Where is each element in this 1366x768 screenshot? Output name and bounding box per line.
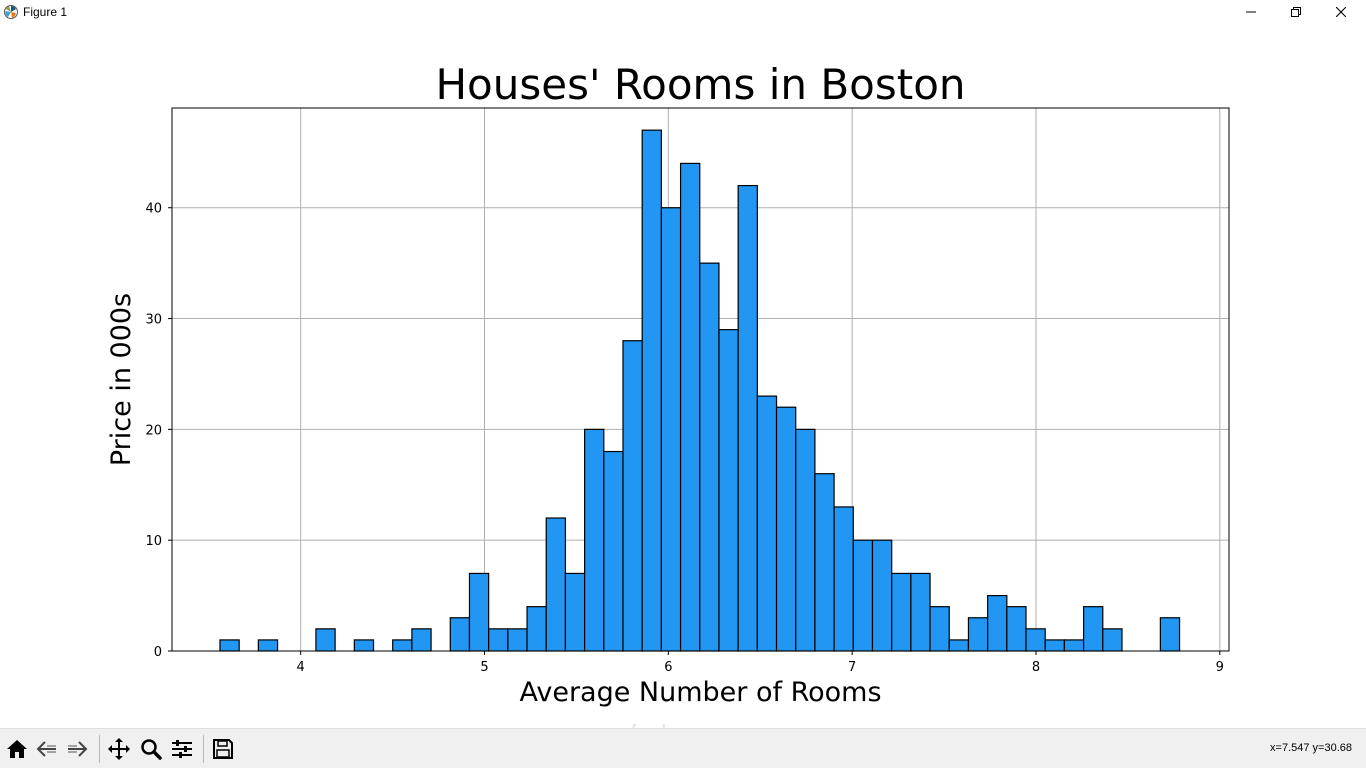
histogram-bar <box>1102 628 1123 652</box>
y-tick-label: 20 <box>145 423 162 438</box>
home-button[interactable] <box>3 736 31 762</box>
configure-subplots-button[interactable] <box>168 736 196 762</box>
histogram-bar <box>219 639 240 652</box>
histogram-bar <box>392 639 413 652</box>
histogram-bar <box>411 628 432 652</box>
y-tick-label: 30 <box>145 313 162 328</box>
histogram-bar <box>910 572 931 652</box>
x-tick-label: 5 <box>480 660 488 675</box>
histogram-bar <box>257 639 279 652</box>
histogram-bar <box>641 129 662 652</box>
x-axis-label: Average Number of Rooms <box>519 677 881 708</box>
x-tick-label: 6 <box>664 660 672 675</box>
histogram-bar <box>699 262 720 652</box>
figure-canvas[interactable]: 4 5 6 7 8 9 0 10 20 30 40 Houses' Rooms in Boston … <box>0 24 1366 728</box>
save-button[interactable] <box>209 736 237 762</box>
x-tick-label: 8 <box>1032 660 1040 675</box>
zoom-button[interactable] <box>137 736 165 762</box>
back-button[interactable] <box>33 736 61 762</box>
histogram-bar <box>1082 606 1104 652</box>
histogram-bar <box>929 606 950 652</box>
histogram-bar <box>353 639 375 652</box>
zoom-icon <box>141 739 162 760</box>
title-bar: Figure 1 <box>0 0 1366 24</box>
forward-icon <box>68 741 88 757</box>
histogram-bar <box>449 617 471 652</box>
restore-icon <box>1291 7 1301 17</box>
back-icon <box>36 741 56 757</box>
histogram-bar <box>1044 639 1066 652</box>
histogram-bar <box>660 207 682 652</box>
histogram-bar <box>468 572 490 652</box>
histogram-bar <box>584 428 605 652</box>
home-icon <box>7 740 27 758</box>
y-tick-label: 40 <box>145 202 162 217</box>
histogram-bar <box>718 329 739 652</box>
configure-subplots-icon <box>172 740 192 758</box>
pan-icon <box>108 738 130 760</box>
histogram-bar <box>1025 628 1046 652</box>
matplotlib-logo-icon <box>3 4 19 20</box>
histogram-bar <box>603 450 624 652</box>
histogram-bar <box>679 162 701 652</box>
histogram-bar <box>564 572 586 652</box>
restore-button[interactable] <box>1273 0 1319 24</box>
histogram-bar <box>852 539 874 652</box>
histogram-bar <box>488 628 509 652</box>
x-tick-label: 4 <box>297 660 305 675</box>
save-icon <box>213 739 233 759</box>
plot-frame <box>171 107 1230 652</box>
toolbar-separator <box>203 735 204 763</box>
y-tick-label: 0 <box>154 645 162 660</box>
histogram-bar <box>1159 617 1181 652</box>
histogram-bar <box>737 184 758 652</box>
histogram-bar <box>775 406 797 652</box>
histogram-bar <box>1063 639 1085 652</box>
x-tick-label: 7 <box>848 660 856 675</box>
toolbar-separator <box>99 735 100 763</box>
histogram-bar <box>545 517 567 652</box>
close-icon <box>1336 7 1346 17</box>
histogram-bar <box>891 572 912 652</box>
y-tick-label: 10 <box>145 534 162 549</box>
histogram-bar <box>526 606 547 652</box>
y-axis-label: Price in 000s <box>106 293 137 466</box>
histogram-bar <box>833 506 854 652</box>
histogram-bar <box>795 428 816 652</box>
histogram-bar <box>1006 606 1027 652</box>
pan-button[interactable] <box>105 736 133 762</box>
close-button[interactable] <box>1318 0 1364 24</box>
minimize-icon <box>1246 11 1256 13</box>
histogram-bar <box>622 340 643 652</box>
cursor-coordinates: x=7.547 y=30.68 <box>1270 742 1352 754</box>
forward-button[interactable] <box>63 736 91 762</box>
histogram-bar <box>948 639 970 652</box>
histogram-bar <box>315 628 336 652</box>
histogram-bar <box>987 594 1008 652</box>
histogram-bar <box>507 628 528 652</box>
minimize-button[interactable] <box>1228 0 1274 24</box>
chart-title: Houses' Rooms in Boston <box>435 60 965 109</box>
histogram-bar <box>871 539 893 652</box>
histogram-bar <box>967 617 989 652</box>
histogram-bar <box>814 473 835 652</box>
navigation-toolbar: x=7.547 y=30.68 <box>0 728 1366 768</box>
histogram-bar <box>756 395 778 652</box>
x-tick-label: 9 <box>1216 660 1224 675</box>
window-title: Figure 1 <box>23 5 68 19</box>
